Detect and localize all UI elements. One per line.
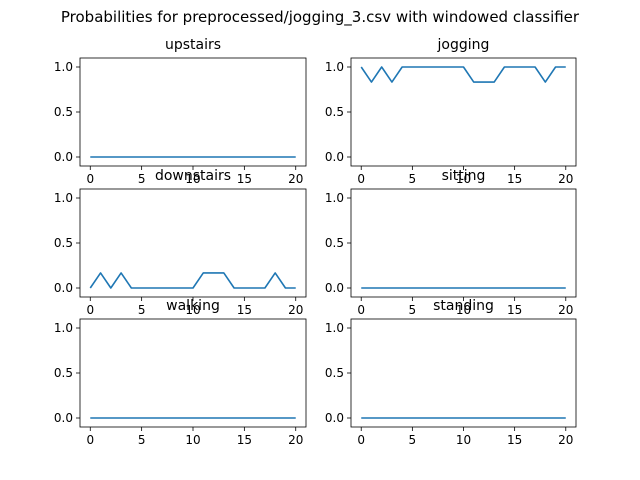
x-tick-label: 10 — [456, 433, 471, 447]
x-tick-label: 0 — [86, 172, 94, 186]
y-tick-label: 0.0 — [325, 411, 344, 425]
subplot-title: downstairs — [155, 168, 231, 184]
x-tick-label: 5 — [138, 172, 146, 186]
x-tick-label: 5 — [409, 172, 417, 186]
y-tick-label: 1.0 — [325, 321, 344, 335]
subplot-title: upstairs — [165, 37, 221, 53]
x-tick-label: 5 — [138, 303, 146, 317]
y-tick-label: 0.0 — [325, 150, 344, 164]
x-tick-label: 20 — [558, 172, 573, 186]
subplot-sitting: 0 5 10 15 20 0.0 0.5 1.0 sitting — [325, 168, 577, 317]
axes-frame — [79, 318, 307, 428]
y-tick-label: 1.0 — [325, 191, 344, 205]
x-tick-label: 0 — [357, 172, 365, 186]
subplot-jogging: 0 5 10 15 20 0.0 0.5 1.0 jogging — [325, 37, 577, 186]
subplot-downstairs: 0 5 10 15 20 0.0 0.5 1.0 downstairs — [54, 168, 307, 317]
y-tick-label: 1.0 — [325, 60, 344, 74]
x-tick-label: 20 — [558, 303, 573, 317]
x-tick-label: 0 — [357, 303, 365, 317]
x-tick-label: 10 — [456, 303, 471, 317]
y-tick-label: 0.5 — [325, 366, 344, 380]
x-tick-label: 15 — [507, 433, 522, 447]
series-line-jogging — [360, 66, 566, 83]
y-tick-label: 1.0 — [54, 321, 73, 335]
axes-frame — [79, 57, 307, 167]
x-tick-label: 20 — [558, 433, 573, 447]
x-tick-label: 5 — [138, 433, 146, 447]
x-tick-label: 15 — [237, 433, 252, 447]
series-line-downstairs — [89, 272, 296, 289]
subplot-upstairs: 0 5 10 15 20 0.0 0.5 1.0 upstairs — [54, 37, 307, 186]
x-tick-label: 0 — [86, 303, 94, 317]
axes-frame — [350, 188, 577, 298]
y-tick-label: 0.5 — [54, 105, 73, 119]
y-tick-label: 1.0 — [54, 60, 73, 74]
subplot-title: standing — [433, 298, 494, 314]
y-tick-label: 0.0 — [54, 411, 73, 425]
x-tick-label: 5 — [409, 433, 417, 447]
axes-frame — [79, 188, 307, 298]
y-tick-label: 0.5 — [325, 236, 344, 250]
subplot-title: walking — [166, 298, 220, 314]
x-tick-label: 0 — [357, 433, 365, 447]
x-tick-label: 20 — [288, 433, 303, 447]
x-tick-label: 15 — [237, 303, 252, 317]
y-tick-label: 0.5 — [54, 366, 73, 380]
x-tick-label: 20 — [288, 303, 303, 317]
y-tick-label: 0.0 — [54, 150, 73, 164]
x-tick-label: 10 — [185, 172, 200, 186]
x-tick-label: 15 — [507, 303, 522, 317]
subplot-title: jogging — [437, 37, 490, 53]
y-tick-label: 0.5 — [54, 236, 73, 250]
subplot-title: sitting — [442, 168, 486, 184]
y-tick-label: 1.0 — [54, 191, 73, 205]
x-tick-label: 15 — [507, 172, 522, 186]
y-tick-label: 0.0 — [54, 281, 73, 295]
subplot-standing: 0 5 10 15 20 0.0 0.5 1.0 standing — [325, 298, 577, 447]
x-tick-label: 10 — [185, 303, 200, 317]
x-tick-label: 10 — [185, 433, 200, 447]
axes-frame — [350, 57, 577, 167]
y-tick-label: 0.5 — [325, 105, 344, 119]
x-tick-label: 5 — [409, 303, 417, 317]
subplot-walking: 0 5 10 15 20 0.0 0.5 1.0 walking — [54, 298, 307, 447]
x-tick-label: 15 — [237, 172, 252, 186]
x-tick-label: 20 — [288, 172, 303, 186]
x-tick-label: 10 — [456, 172, 471, 186]
x-tick-label: 0 — [86, 433, 94, 447]
axes-frame — [350, 318, 577, 428]
y-tick-label: 0.0 — [325, 281, 344, 295]
figure-title: Probabilities for preprocessed/jogging_3… — [60, 8, 580, 26]
